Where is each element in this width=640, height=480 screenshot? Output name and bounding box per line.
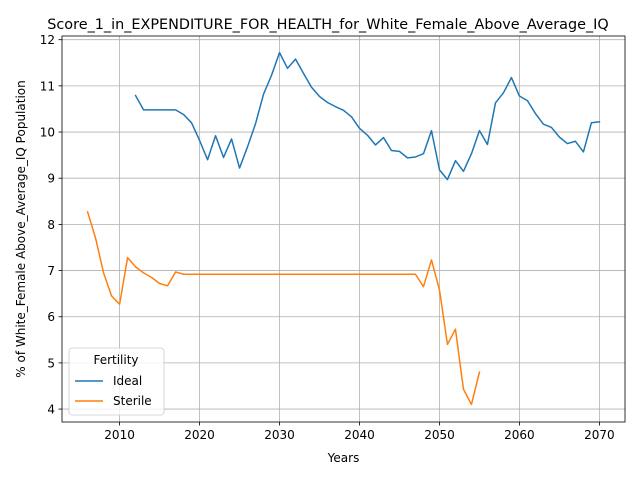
y-tick-label: 10: [40, 126, 55, 140]
y-axis-label: % of White_Female Above_Average_IQ Popul…: [14, 80, 28, 377]
legend-label-sterile: Sterile: [113, 394, 152, 408]
x-tick-label: 2020: [184, 428, 215, 442]
x-tick-label: 2030: [264, 428, 295, 442]
legend-title: Fertility: [93, 353, 138, 367]
series-line-ideal: [134, 51, 601, 181]
chart-title: Score_1_in_EXPENDITURE_FOR_HEALTH_for_Wh…: [47, 17, 608, 33]
series-line-sterile: [86, 210, 481, 406]
legend-box: [68, 347, 165, 416]
x-tick-label: 2050: [424, 428, 455, 442]
x-tick-label: 2010: [104, 428, 135, 442]
plot-frame: [61, 35, 626, 423]
y-tick-label: 8: [47, 218, 55, 232]
grid: [62, 36, 625, 422]
legend-label-ideal: Ideal: [113, 374, 142, 388]
series-group: [86, 51, 601, 406]
y-tick-label: 4: [47, 403, 55, 417]
y-tick-label: 7: [47, 264, 55, 278]
y-tick-label: 11: [40, 79, 55, 93]
x-tick-label: 2060: [504, 428, 535, 442]
legend: Fertility Ideal Sterile: [68, 347, 165, 416]
axis-ticks: 2010 2020 2030 2040 2050 2060 2070 4 5 6 7 8 9 10 11 12: [40, 33, 615, 442]
y-tick-label: 6: [47, 310, 55, 324]
x-tick-label: 2040: [344, 428, 375, 442]
y-tick-label: 9: [47, 172, 55, 186]
y-tick-label: 12: [40, 33, 55, 47]
x-tick-label: 2070: [584, 428, 615, 442]
y-tick-label: 5: [47, 356, 55, 370]
x-axis-label: Years: [327, 451, 360, 465]
